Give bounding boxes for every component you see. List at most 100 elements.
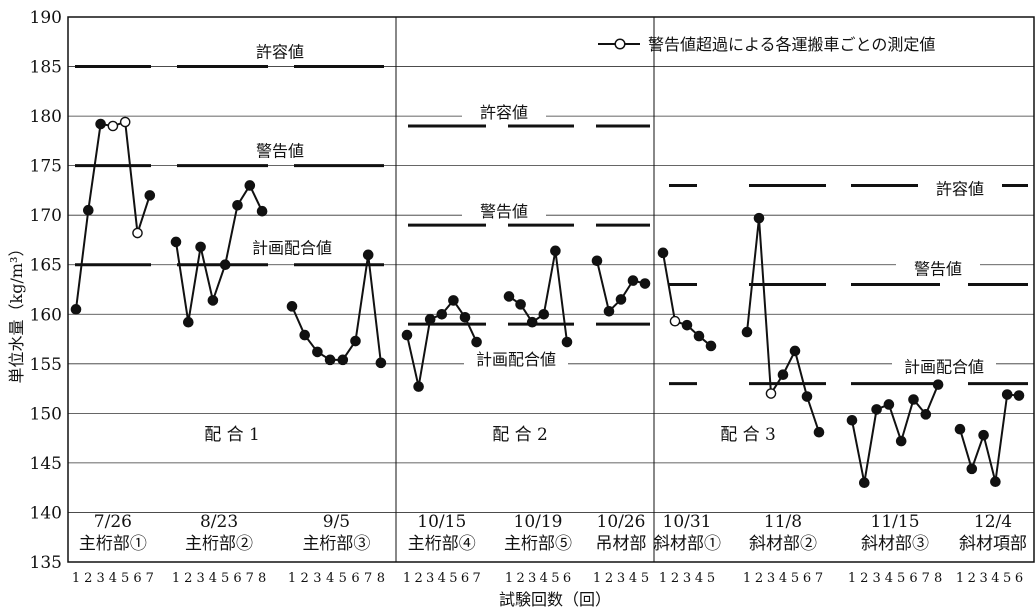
x-tick-label: 1	[848, 571, 856, 586]
x-tick-label: 4	[209, 571, 217, 586]
x-tick-label: 5	[897, 571, 905, 586]
x-tick-label: 5	[551, 571, 559, 586]
group-part-label: 主桁部②	[185, 534, 253, 554]
limit-label-bg	[892, 357, 996, 378]
x-tick-label: 4	[540, 571, 548, 586]
x-tick-label: 5	[707, 571, 715, 586]
x-tick-label: 7	[246, 571, 254, 586]
limit-label-keikaku: 計画配合値	[904, 358, 984, 377]
limit-label-kyoyo: 許容値	[480, 103, 528, 122]
x-tick-label: 2	[860, 571, 868, 586]
data-point	[561, 336, 573, 348]
x-tick-label: 3	[528, 571, 536, 586]
data-point	[920, 409, 932, 420]
data-point	[195, 241, 206, 253]
group-date-label: 9/5	[323, 512, 350, 532]
y-tick-label: 140	[30, 503, 62, 523]
x-tick-label: 5	[339, 571, 347, 586]
limit-label-bg	[918, 179, 1002, 200]
data-point	[846, 414, 858, 426]
x-tick-label: 4	[109, 571, 117, 586]
x-tick-label: 6	[351, 571, 359, 586]
y-tick-label: 165	[30, 256, 62, 276]
group-date-label: 11/8	[764, 512, 802, 532]
data-point	[448, 295, 459, 306]
x-tick-label: 1	[505, 571, 513, 586]
data-point	[627, 275, 639, 286]
x-tick-label: 2	[414, 571, 422, 586]
data-point	[207, 295, 219, 306]
x-tick-label: 3	[313, 571, 321, 586]
y-axis-label: 単位水量（kg/m³）	[7, 241, 26, 384]
group-date-label: 10/31	[663, 512, 712, 532]
x-tick-label: 3	[872, 571, 880, 586]
limit-label-bg	[238, 141, 322, 162]
mix-label: 配 合 3	[720, 425, 776, 445]
data-point	[538, 308, 550, 320]
limit-label-bg	[238, 42, 322, 63]
data-point	[182, 316, 194, 328]
data-point	[337, 354, 349, 366]
open-data-point	[107, 120, 119, 132]
limit-label-keikoku: 警告値	[914, 260, 962, 279]
y-tick-label: 190	[30, 8, 62, 28]
data-point	[299, 329, 311, 341]
x-tick-label: 4	[885, 571, 893, 586]
x-tick-label: 3	[767, 571, 775, 586]
group-part-label: 斜材部①	[653, 534, 721, 554]
x-tick-label: 2	[301, 571, 309, 586]
data-point	[471, 336, 482, 348]
group-part-label: 斜材部③	[861, 534, 929, 554]
data-series	[70, 116, 1025, 489]
data-point	[753, 212, 765, 224]
group-part-label: 主桁部③	[302, 534, 370, 554]
data-point	[657, 247, 669, 259]
x-tick-label: 1	[593, 571, 601, 586]
x-tick-label: 8	[377, 571, 385, 586]
x-tick-label: 1	[172, 571, 180, 586]
x-tick-label: 4	[326, 571, 334, 586]
group-date-label: 12/4	[974, 512, 1012, 532]
data-point	[170, 236, 182, 248]
legend: 警告値超過による各運搬車ごとの測定値	[598, 35, 935, 54]
data-point	[932, 379, 944, 390]
x-tick-label: 6	[803, 571, 811, 586]
data-point	[813, 426, 825, 438]
data-point	[503, 291, 515, 302]
limit-label-keikoku: 警告値	[480, 202, 528, 221]
data-point	[526, 316, 538, 328]
limit-label-bg	[896, 259, 980, 280]
data-point	[966, 463, 978, 475]
limit-label-kyoyo: 許容値	[936, 179, 984, 198]
x-tick-label: 7	[815, 571, 823, 586]
x-tick-label: 2	[755, 571, 763, 586]
limit-label-keikoku: 警告値	[256, 142, 304, 161]
x-tick-label: 1	[743, 571, 751, 586]
x-tick-label: 1	[956, 571, 964, 586]
data-point	[256, 205, 268, 217]
data-point	[615, 294, 627, 305]
x-tick-label: 6	[563, 571, 571, 586]
x-tick-label: 3	[96, 571, 104, 586]
data-point	[603, 305, 615, 317]
x-tick-label: 6	[1015, 571, 1023, 586]
legend-open-marker	[614, 38, 626, 50]
data-point	[908, 394, 919, 405]
data-point	[144, 190, 156, 201]
x-tick-label: 3	[683, 571, 691, 586]
data-point	[705, 340, 717, 352]
data-point	[801, 391, 813, 402]
open-data-point	[132, 227, 143, 239]
limit-label-bg	[464, 350, 568, 371]
x-tick-label: 1	[72, 571, 80, 586]
x-tick-label: 4	[991, 571, 999, 586]
x-tick-label: 1	[659, 571, 667, 586]
x-tick-label: 6	[909, 571, 917, 586]
x-tick-label: 7	[472, 571, 480, 586]
limit-label-bg	[462, 202, 546, 223]
plot-frame	[67, 16, 1035, 563]
data-point	[789, 345, 801, 357]
x-tick-label: 7	[146, 571, 154, 586]
data-point	[350, 335, 361, 347]
